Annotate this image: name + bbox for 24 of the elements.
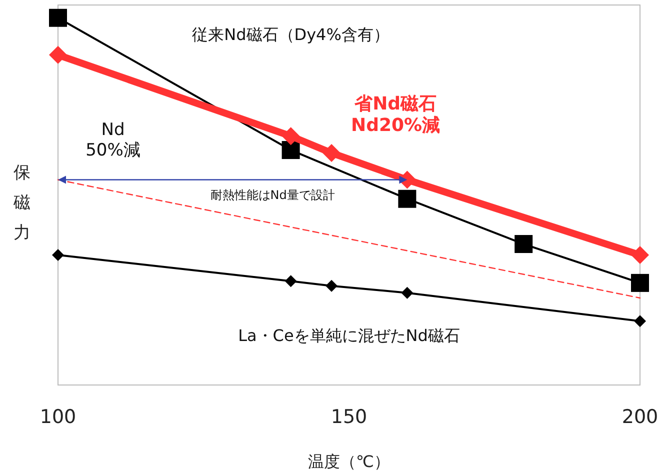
series-label: 省Nd磁石 Nd20%減: [351, 94, 440, 136]
point: [631, 246, 649, 264]
point: [282, 141, 300, 160]
annotation: 耐熱性能はNd量で設計: [210, 188, 335, 202]
x-tick-label: 200: [622, 406, 658, 428]
point: [322, 144, 341, 162]
point: [284, 275, 297, 288]
x-tick-label: 100: [40, 406, 76, 428]
point: [49, 46, 67, 64]
point: [282, 127, 300, 146]
x-axis-title: 温度（℃）: [308, 452, 390, 471]
series-label: La・Ceを単純に混ぜたNd磁石: [238, 326, 460, 345]
point: [52, 249, 64, 262]
point: [326, 280, 338, 292]
x-tick-label: 150: [330, 406, 368, 428]
point: [634, 315, 646, 328]
point: [631, 274, 649, 292]
y-axis-title: 保磁力: [12, 163, 30, 243]
point: [49, 8, 67, 27]
point: [514, 235, 533, 254]
annotation: Nd 50%減: [86, 120, 140, 160]
point: [398, 190, 416, 208]
point: [401, 286, 414, 299]
text: 従来Nd磁石（Dy4%含有）: [192, 24, 390, 44]
